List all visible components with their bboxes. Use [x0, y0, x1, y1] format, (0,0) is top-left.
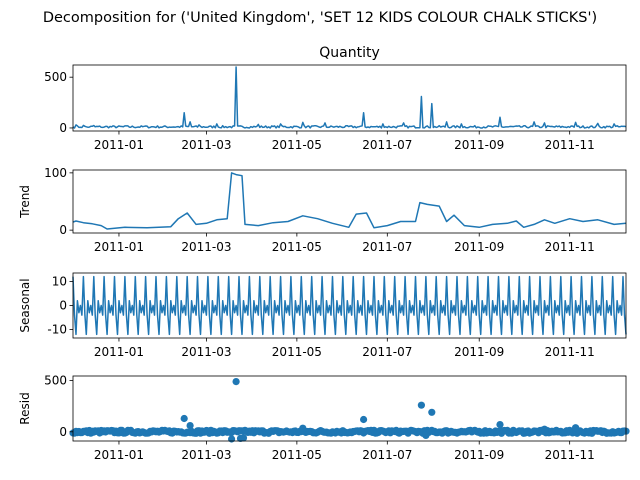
figure-suptitle: Decomposition for ('United Kingdom', 'SE…	[43, 10, 597, 26]
y-tick-label: 500	[44, 70, 67, 84]
x-tick-label: 2011-07	[362, 240, 412, 254]
axes-frame	[72, 169, 627, 234]
y-tick-label: 10	[52, 274, 67, 288]
residual-outlier-point	[239, 434, 248, 442]
x-tick-label: 2011-05	[272, 240, 322, 254]
residual-outlier-point	[428, 408, 436, 416]
x-tick-label: 2011-03	[181, 345, 231, 359]
x-tick-label: 2011-11	[545, 448, 595, 462]
residual-outlier-point	[186, 422, 194, 430]
series-line	[72, 66, 627, 129]
x-tick-label: 2011-09	[454, 240, 504, 254]
x-tick-label: 2011-05	[272, 138, 322, 152]
residual-outlier-point	[360, 415, 368, 424]
x-tick-label: 2011-01	[94, 448, 144, 462]
y-tick-label: 0	[59, 299, 67, 313]
x-tick-label: 2011-01	[94, 345, 144, 359]
residual-outlier-point	[422, 431, 430, 439]
residual-outlier-point	[417, 401, 425, 409]
panel-4: Resid 0 500 2011-01 2011-03 2011-05 2011-07 201…	[18, 374, 630, 462]
x-tick-label: 2011-07	[362, 448, 412, 462]
x-tick-label: 2011-07	[362, 345, 412, 359]
panel-2: Trend 0 100 2011-01 2011-03 2011-05 2011-07 201…	[18, 166, 627, 254]
residual-outlier-point	[572, 424, 580, 432]
residual-outlier-point	[540, 425, 549, 433]
x-tick-label: 2011-05	[272, 448, 322, 462]
residual-outlier-point	[232, 378, 240, 386]
axes-frame	[72, 375, 627, 442]
x-tick-label: 2011-09	[454, 345, 504, 359]
x-tick-label: 2011-09	[454, 448, 504, 462]
x-tick-label: 2011-01	[94, 138, 144, 152]
x-tick-label: 2011-11	[545, 240, 595, 254]
residual-outlier-point	[299, 424, 307, 432]
x-tick-label: 2011-03	[181, 240, 231, 254]
x-tick-label: 2011-09	[454, 138, 504, 152]
y-axis-label: Trend	[18, 185, 32, 219]
x-tick-label: 2011-05	[272, 345, 322, 359]
y-tick-label: 100	[44, 166, 67, 180]
y-tick-label: 0	[59, 425, 67, 439]
residual-outlier-point	[228, 435, 236, 443]
y-tick-label: 500	[44, 374, 67, 388]
x-tick-label: 2011-03	[181, 138, 231, 152]
x-tick-label: 2011-07	[362, 138, 412, 152]
x-tick-label: 2011-03	[181, 448, 231, 462]
residual-outlier-point	[496, 421, 504, 429]
y-tick-label: 0	[59, 223, 67, 237]
x-tick-label: 2011-01	[94, 240, 144, 254]
seasonal-line	[72, 275, 627, 336]
y-axis-label: Resid	[18, 392, 32, 424]
y-axis-label: Seasonal	[18, 278, 32, 332]
panel-title: Quantity	[319, 45, 380, 61]
y-tick-label: 0	[59, 121, 67, 135]
panels: Quantity 0 500 2011-01 2011-03 2011-05 2011-07…	[18, 45, 630, 462]
x-tick-label: 2011-11	[545, 138, 595, 152]
panel-1: Quantity 0 500 2011-01 2011-03 2011-05 2011-07…	[44, 45, 627, 152]
panel-3: Seasonal -10 0 10 2011-01 2011-03 2011-05 2011-…	[18, 272, 627, 359]
x-tick-label: 2011-11	[545, 345, 595, 359]
y-tick-label: -10	[47, 323, 67, 337]
axes-frame	[72, 64, 627, 132]
series-line	[72, 172, 627, 230]
residual-outlier-point	[180, 414, 188, 423]
